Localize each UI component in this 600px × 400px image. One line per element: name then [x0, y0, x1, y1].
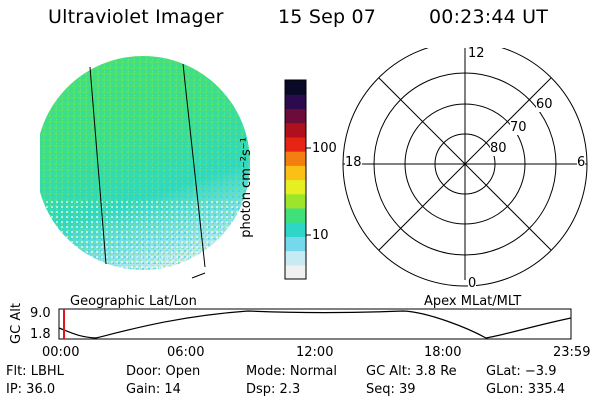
meridian-line: [182, 63, 206, 268]
timeline-y-axis-label: GC Alt: [8, 303, 24, 344]
colorbar-cell: [285, 94, 306, 110]
instrument-title: Ultraviolet Imager: [48, 6, 224, 28]
colorbar-cell: [285, 222, 306, 237]
timeline-tick-2: 12:00: [296, 345, 334, 360]
polar-grid: [342, 48, 588, 287]
mode-info: Mode: Normal: [246, 364, 337, 379]
lat-70-label: 70: [510, 120, 527, 135]
orbit-timeline: [58, 308, 572, 340]
mlt-6-label: 6: [577, 155, 586, 170]
mlt-18-label: 18: [345, 155, 362, 170]
uv-image: [40, 56, 250, 279]
gain-info: Gain: 14: [126, 382, 181, 397]
seq-info: Seq: 39: [366, 382, 416, 397]
mlt-0-label: 0: [468, 276, 477, 291]
mlt-12-label: 12: [468, 46, 485, 61]
ip-info: IP: 36.0: [6, 382, 56, 397]
right-panel-caption: Apex MLat/MLT: [424, 294, 522, 309]
colorbar-cell: [285, 108, 306, 124]
tick-mark: [191, 272, 206, 279]
gc-alt-info: GC Alt: 3.8 Re: [366, 364, 457, 379]
colorbar-tick-10: 10: [312, 228, 329, 243]
timeline-y-max: 9.0: [30, 306, 51, 321]
lat-80-label: 80: [490, 141, 507, 156]
left-panel-caption: Geographic Lat/Lon: [70, 294, 197, 309]
colorbar-cell: [285, 250, 306, 266]
colorbar: [284, 79, 311, 280]
timeline-tick-0: 00:00: [42, 345, 80, 360]
timeline-y-min: 1.8: [30, 327, 51, 342]
colorbar-cell: [285, 236, 306, 252]
colorbar-cell: [285, 179, 306, 195]
colorbar-unit-label: photon cm⁻²s⁻¹: [238, 137, 254, 238]
colorbar-cell: [285, 207, 306, 223]
date-label: 15 Sep 07: [278, 6, 377, 28]
colorbar-cell: [285, 80, 306, 95]
colorbar-cell: [285, 122, 306, 138]
meridian-line: [89, 66, 107, 265]
altitude-curve: [58, 310, 572, 339]
colorbar-cell: [285, 165, 306, 181]
glat-info: GLat: −3.9: [486, 364, 557, 379]
colorbar-tick-100: 100: [312, 141, 337, 156]
glon-info: GLon: 335.4: [486, 382, 566, 397]
colorbar-cell: [285, 151, 306, 166]
time-label: 00:23:44 UT: [429, 6, 549, 28]
colorbar-cell: [285, 193, 306, 209]
dsp-info: Dsp: 2.3: [246, 382, 301, 397]
timeline-tick-4: 23:59: [553, 345, 591, 360]
filter-info: Flt: LBHL: [6, 364, 64, 379]
door-info: Door: Open: [126, 364, 201, 379]
lat-60-label: 60: [536, 97, 553, 112]
colorbar-cell: [285, 136, 306, 152]
colorbar-cell: [285, 264, 306, 280]
timeline-tick-3: 18:00: [424, 345, 462, 360]
timeline-tick-1: 06:00: [167, 345, 205, 360]
